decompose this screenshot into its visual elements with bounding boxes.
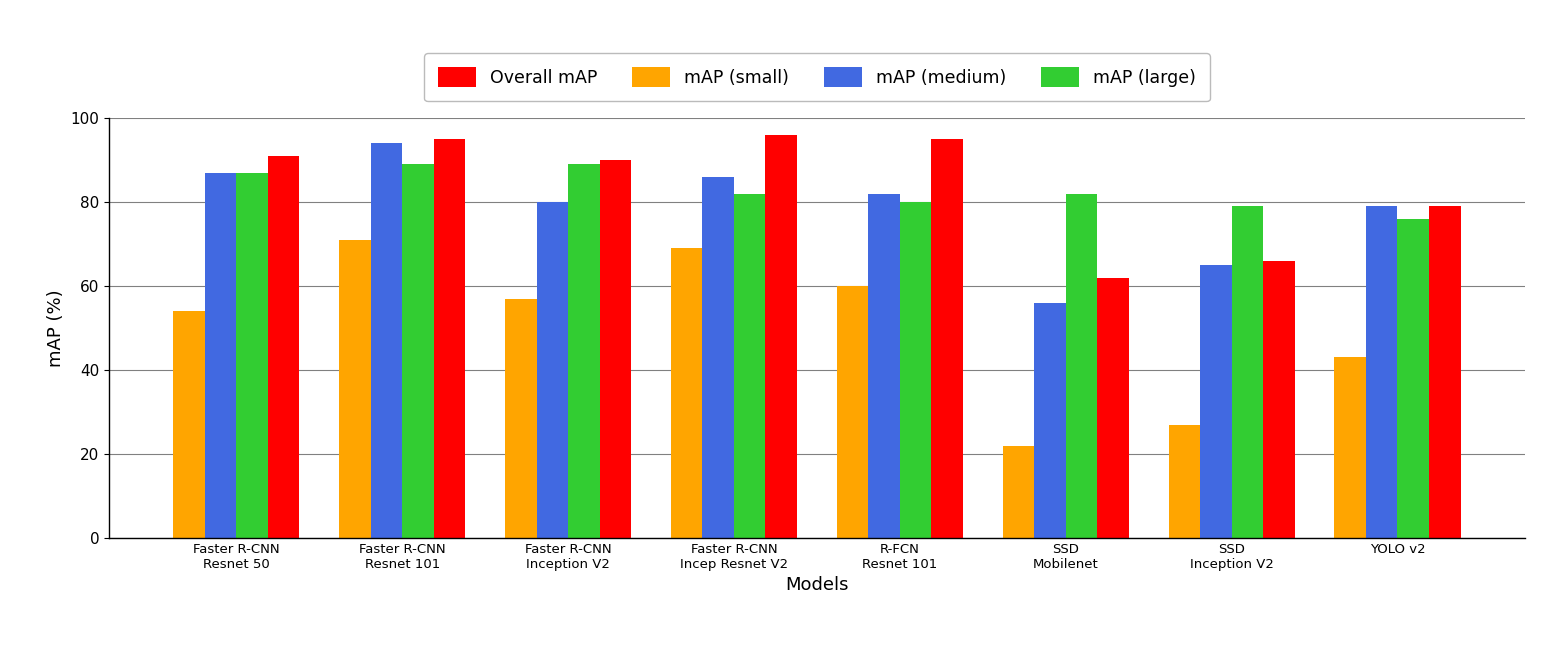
X-axis label: Models: Models: [786, 577, 848, 594]
Bar: [1232, 206, 1263, 538]
Bar: [599, 160, 632, 538]
Bar: [1428, 206, 1461, 538]
Bar: [537, 202, 568, 538]
Bar: [268, 156, 299, 538]
Bar: [1002, 445, 1035, 538]
Bar: [766, 135, 797, 538]
Bar: [899, 202, 932, 538]
Bar: [173, 311, 205, 538]
Legend: Overall mAP, mAP (small), mAP (medium), mAP (large): Overall mAP, mAP (small), mAP (medium), …: [425, 53, 1209, 101]
Bar: [1066, 194, 1097, 538]
Bar: [1335, 358, 1366, 538]
Y-axis label: mAP (%): mAP (%): [47, 289, 65, 367]
Bar: [568, 164, 599, 538]
Bar: [370, 143, 401, 538]
Bar: [237, 173, 268, 538]
Bar: [1263, 261, 1295, 538]
Bar: [1366, 206, 1397, 538]
Bar: [1035, 303, 1066, 538]
Bar: [1200, 265, 1232, 538]
Bar: [401, 164, 434, 538]
Bar: [671, 248, 702, 538]
Bar: [1169, 424, 1200, 538]
Bar: [506, 298, 537, 538]
Bar: [702, 177, 734, 538]
Bar: [932, 139, 963, 538]
Bar: [339, 240, 370, 538]
Bar: [1097, 277, 1128, 538]
Bar: [868, 194, 899, 538]
Bar: [205, 173, 237, 538]
Bar: [837, 286, 868, 538]
Bar: [1397, 219, 1428, 538]
Bar: [734, 194, 766, 538]
Bar: [434, 139, 465, 538]
